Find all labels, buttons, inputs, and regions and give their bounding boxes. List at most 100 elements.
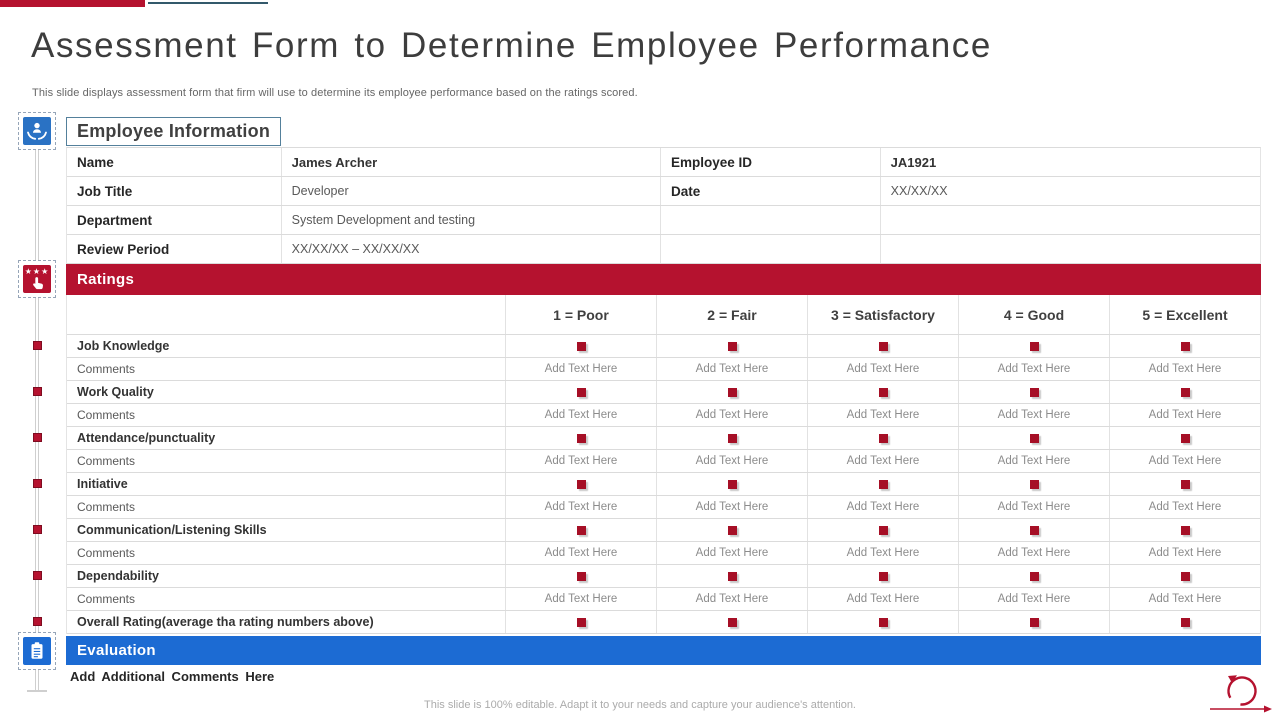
employee-field-value[interactable]: James Archer [282,148,661,176]
rating-checkbox[interactable] [1029,525,1039,535]
rating-checkbox[interactable] [576,479,586,489]
rating-cell[interactable] [657,565,808,587]
rating-cell[interactable] [1110,381,1260,403]
evaluation-comments-placeholder[interactable]: Add Additional Comments Here [70,669,275,684]
rating-checkbox[interactable] [878,617,888,627]
rating-checkbox[interactable] [1029,341,1039,351]
rating-cell[interactable] [808,611,959,633]
rating-checkbox[interactable] [1180,341,1190,351]
comment-placeholder[interactable]: Add Text Here [808,588,959,610]
comment-placeholder[interactable]: Add Text Here [959,542,1110,564]
rating-cell[interactable] [959,611,1110,633]
employee-field-value[interactable]: System Development and testing [282,206,661,234]
comment-placeholder[interactable]: Add Text Here [657,358,808,380]
rating-cell[interactable] [959,381,1110,403]
rating-cell[interactable] [657,519,808,541]
employee-field-value[interactable]: XX/XX/XX – XX/XX/XX [282,235,661,263]
employee-field-value[interactable]: Developer [282,177,661,205]
comment-placeholder[interactable]: Add Text Here [1148,409,1222,421]
rating-cell[interactable] [657,381,808,403]
rating-checkbox[interactable] [727,525,737,535]
rating-checkbox[interactable] [878,341,888,351]
rating-checkbox[interactable] [576,341,586,351]
rating-cell[interactable] [657,611,808,633]
rating-cell[interactable] [506,335,657,357]
rating-checkbox[interactable] [1029,617,1039,627]
rating-checkbox[interactable] [878,479,888,489]
comment-placeholder[interactable]: Add Text Here [657,404,808,426]
rating-checkbox[interactable] [576,617,586,627]
rating-cell[interactable] [657,335,808,357]
rating-cell[interactable] [808,473,959,495]
comment-placeholder[interactable]: Add Text Here [1148,547,1222,559]
rating-cell[interactable] [657,427,808,449]
comment-placeholder[interactable]: Add Text Here [506,358,657,380]
comment-placeholder[interactable]: Add Text Here [506,542,657,564]
rating-cell[interactable] [657,473,808,495]
comment-placeholder[interactable]: Add Text Here [506,404,657,426]
rating-checkbox[interactable] [576,433,586,443]
rating-cell[interactable] [959,473,1110,495]
rating-cell[interactable] [1110,473,1260,495]
rating-checkbox[interactable] [727,479,737,489]
comment-placeholder[interactable]: Add Text Here [506,496,657,518]
comment-placeholder[interactable]: Add Text Here [808,496,959,518]
comment-placeholder[interactable]: Add Text Here [959,404,1110,426]
rating-checkbox[interactable] [727,617,737,627]
rating-cell[interactable] [959,519,1110,541]
rating-cell[interactable] [959,335,1110,357]
rating-checkbox[interactable] [878,433,888,443]
comment-placeholder[interactable]: Add Text Here [959,358,1110,380]
rating-checkbox[interactable] [727,571,737,581]
rating-checkbox[interactable] [1180,387,1190,397]
comment-placeholder[interactable]: Add Text Here [657,496,808,518]
comment-placeholder[interactable]: Add Text Here [506,588,657,610]
comment-placeholder[interactable]: Add Text Here [808,358,959,380]
rating-checkbox[interactable] [1180,433,1190,443]
rating-cell[interactable] [808,427,959,449]
rating-checkbox[interactable] [1180,617,1190,627]
rating-checkbox[interactable] [878,571,888,581]
rating-cell[interactable] [1110,427,1260,449]
rating-checkbox[interactable] [1029,387,1039,397]
rating-cell[interactable] [506,519,657,541]
comment-placeholder[interactable]: Add Text Here [657,588,808,610]
rating-cell[interactable] [808,519,959,541]
rating-checkbox[interactable] [727,341,737,351]
employee-field-value[interactable]: JA1921 [890,154,937,170]
rating-cell[interactable] [808,381,959,403]
rating-checkbox[interactable] [878,525,888,535]
rating-cell[interactable] [506,565,657,587]
rating-cell[interactable] [506,427,657,449]
rating-checkbox[interactable] [727,387,737,397]
rating-checkbox[interactable] [1029,571,1039,581]
rating-checkbox[interactable] [576,571,586,581]
comment-placeholder[interactable]: Add Text Here [506,450,657,472]
rating-checkbox[interactable] [727,433,737,443]
rating-checkbox[interactable] [1180,571,1190,581]
rating-cell[interactable] [506,473,657,495]
rating-checkbox[interactable] [1180,525,1190,535]
rating-checkbox[interactable] [576,387,586,397]
rating-cell[interactable] [959,565,1110,587]
comment-placeholder[interactable]: Add Text Here [657,542,808,564]
comment-placeholder[interactable]: Add Text Here [1148,593,1222,605]
rating-checkbox[interactable] [1029,479,1039,489]
rating-checkbox[interactable] [576,525,586,535]
rating-cell[interactable] [1110,565,1260,587]
comment-placeholder[interactable]: Add Text Here [959,450,1110,472]
rating-checkbox[interactable] [1029,433,1039,443]
comment-placeholder[interactable]: Add Text Here [808,404,959,426]
rating-cell[interactable] [808,335,959,357]
rating-cell[interactable] [1110,611,1260,633]
comment-placeholder[interactable]: Add Text Here [1148,501,1222,513]
comment-placeholder[interactable]: Add Text Here [657,450,808,472]
comment-placeholder[interactable]: Add Text Here [1148,363,1222,375]
comment-placeholder[interactable]: Add Text Here [959,496,1110,518]
rating-cell[interactable] [1110,519,1260,541]
comment-placeholder[interactable]: Add Text Here [808,542,959,564]
rating-cell[interactable] [959,427,1110,449]
rating-cell[interactable] [1110,335,1260,357]
comment-placeholder[interactable]: Add Text Here [959,588,1110,610]
rating-cell[interactable] [506,381,657,403]
